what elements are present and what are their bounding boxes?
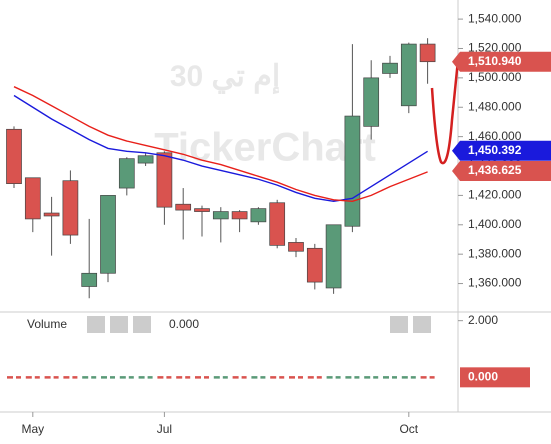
candle-body (231, 211, 248, 220)
volume-value: 0.000 (169, 317, 199, 331)
candle-body (62, 180, 79, 236)
price-label: 1,450.392 (468, 143, 522, 157)
price-label-box (452, 51, 551, 72)
maximize-button[interactable] (390, 316, 408, 333)
y-tick-label: 1,520.000 (468, 41, 522, 55)
candle-body (269, 202, 286, 246)
price-label: 1,436.625 (468, 163, 522, 177)
y-tick-label: 1,420.000 (468, 188, 522, 202)
y2-tick-label: 2.000 (468, 313, 498, 327)
candle-body (100, 195, 116, 274)
volume-toolbar: Volume 0.000 (27, 316, 431, 333)
y-tick-label: 1,400.000 (468, 217, 522, 231)
watermark: إم تي 30 (170, 60, 280, 95)
candle-body (212, 211, 229, 220)
y-tick-label: 1,540.000 (468, 11, 522, 25)
price-label: 1,510.940 (468, 54, 522, 68)
settings-button[interactable] (110, 316, 128, 333)
x-tick-label: Jul (157, 422, 172, 436)
candle-body (363, 77, 380, 127)
candle-body (156, 152, 173, 208)
candle-body (118, 158, 135, 189)
price-label-box (452, 140, 551, 161)
price-label-box (452, 160, 551, 181)
volume-title: Volume (27, 317, 67, 331)
candle-body (175, 203, 192, 211)
candle-body (288, 242, 304, 252)
candle-body (6, 128, 22, 184)
candle-body (81, 272, 98, 287)
watermark: TickerChart (154, 126, 376, 170)
more-button[interactable] (413, 316, 431, 333)
y-tick-label: 1,380.000 (468, 246, 522, 260)
candle-body (137, 155, 154, 164)
eye-button[interactable] (87, 316, 105, 333)
candle-body (306, 247, 323, 283)
candle-body (344, 115, 361, 227)
y-tick-label: 1,500.000 (468, 70, 522, 84)
candle-body (250, 208, 267, 223)
candle-body (194, 208, 210, 212)
y-tick-label: 1,460.000 (468, 129, 522, 143)
annotation-stroke (430, 59, 460, 165)
candle-body (419, 43, 436, 63)
close-button[interactable] (133, 316, 151, 333)
candle-body (24, 177, 41, 220)
x-tick-label: May (21, 422, 44, 436)
candle-body (325, 224, 342, 289)
y-tick-label: 1,360.000 (468, 276, 522, 290)
y-tick-label: 1,480.000 (468, 99, 522, 113)
candle-body (400, 43, 417, 107)
x-tick-label: Oct (399, 422, 418, 436)
volume-label-box (460, 367, 530, 388)
ma-line (13, 94, 428, 202)
candle-body (43, 212, 60, 217)
candle-body (382, 62, 398, 74)
volume-label: 0.000 (468, 370, 498, 384)
ma-line (13, 86, 428, 202)
